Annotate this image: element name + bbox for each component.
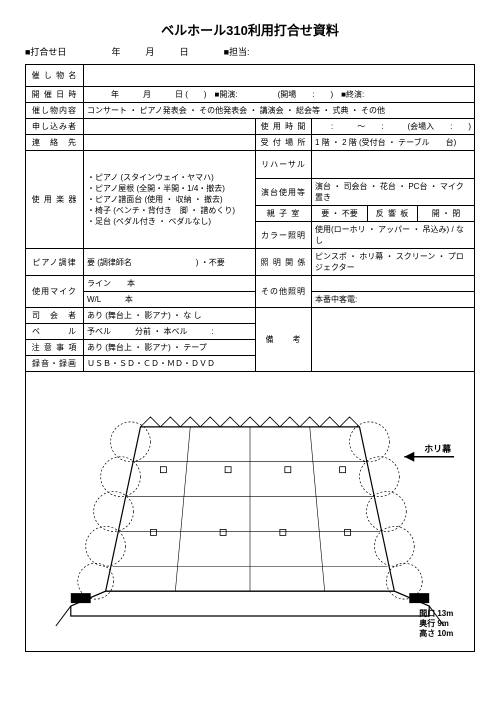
doc-title: ベルホール310利用打合せ資料 — [25, 20, 475, 39]
arrow-label: ホリ幕 — [424, 443, 452, 454]
val-mc[interactable]: あり (舞台上 ・ 影アナ) ・ な し — [84, 308, 256, 324]
val-mic-line[interactable]: ライン 本 — [84, 276, 256, 292]
val-oyako[interactable]: 要 ・ 不要 — [312, 206, 368, 222]
dim-2: 高さ 10m — [419, 628, 453, 638]
lbl-contact: 連 絡 先 — [26, 135, 84, 151]
lbl-stageuse: 演台使用等 — [256, 179, 312, 206]
lbl-bell: ベ ル — [26, 324, 84, 340]
lbl-hankyou: 反 響 板 — [368, 206, 418, 222]
lbl-note: 注 意 事 項 — [26, 340, 84, 356]
dim-1: 奥行 9m — [418, 618, 449, 628]
lbl-usetime: 使 用 時 間 — [256, 119, 312, 135]
lbl-recept: 受 付 場 所 — [256, 135, 312, 151]
lbl-otherlight: その他照明 — [256, 276, 312, 308]
lbl-content: 催し物内容 — [26, 103, 84, 119]
lbl-mc: 司 会 者 — [26, 308, 84, 324]
meeting-label: ■打合せ日 — [25, 45, 66, 58]
val-rec[interactable]: ＵＳＢ・ＳＤ・ＣＤ・ＭＤ・ＤＶＤ — [84, 356, 256, 372]
meeting-date-line: ■打合せ日 年 月 日 ■担当: — [25, 45, 475, 58]
val-instruments[interactable]: ・ピアノ (スタインウェイ・ヤマハ) ・ピアノ屋根 (全開・半開・1/4・撤去)… — [84, 151, 256, 249]
dim-0: 間口 13m — [419, 609, 453, 618]
lbl-colorlight: カラー照明 — [256, 222, 312, 249]
lbl-tune: ピアノ調律 — [26, 249, 84, 276]
val-content[interactable]: コンサート ・ ピアノ発表会 ・ その他発表会 ・ 講演会 ・ 総会等 ・ 式典… — [84, 103, 475, 119]
val-mic-wl[interactable]: W/L 本 — [84, 292, 256, 308]
form-table: 催 し 物 名 開 催 日 時 年 月 日 ( ) ■開演: (開場 : ) ■… — [25, 64, 475, 372]
lbl-rehearsal: リハーサル — [256, 151, 312, 179]
val-date[interactable]: 年 月 日 ( ) ■開演: (開場 : ) ■終演: — [84, 87, 475, 103]
val-colorlight[interactable]: 使用(ローホリ ・ アッパー ・ 吊込み) / なし — [312, 222, 475, 249]
val-stageuse[interactable]: 演台 ・ 司会台 ・ 花台 ・ PC台 ・ マイク置き — [312, 179, 475, 206]
lbl-rec: 録音・録画 — [26, 356, 84, 372]
val-note[interactable]: あり (舞台上 ・ 影アナ) ・ テープ — [84, 340, 256, 356]
val-recept[interactable]: 1 階 ・ 2 階 (受付台 ・ テーブル 台) — [312, 135, 475, 151]
stage-diagram: ホリ幕 間口 13m 奥行 9m 高さ 10m — [25, 372, 475, 652]
lbl-instruments: 使 用 楽 器 — [26, 151, 84, 249]
lbl-biko: 備 考 — [256, 308, 312, 372]
val-tune[interactable]: 要 (調律師名 ) ・不要 — [84, 249, 256, 276]
lbl-applicant: 申し込み者 — [26, 119, 84, 135]
val-honban[interactable]: 本番中客電: — [312, 292, 475, 308]
val-hankyou[interactable]: 開 ・ 閉 — [418, 206, 475, 222]
lbl-mic: 使用マイク — [26, 276, 84, 308]
val-bell[interactable]: 予ベル 分前 ・ 本ベル : — [84, 324, 256, 340]
lbl-date: 開 催 日 時 — [26, 87, 84, 103]
lbl-oyako: 親 子 室 — [256, 206, 312, 222]
val-lightrel[interactable]: ピンスポ ・ ホリ幕 ・ スクリーン ・ プロジェクター — [312, 249, 475, 276]
val-usetime[interactable]: : ～ : (会場入 : ) — [312, 119, 475, 135]
lbl-lightrel: 照 明 関 係 — [256, 249, 312, 276]
staff-label: ■担当: — [224, 45, 250, 58]
lbl-event-name: 催 し 物 名 — [26, 65, 84, 87]
